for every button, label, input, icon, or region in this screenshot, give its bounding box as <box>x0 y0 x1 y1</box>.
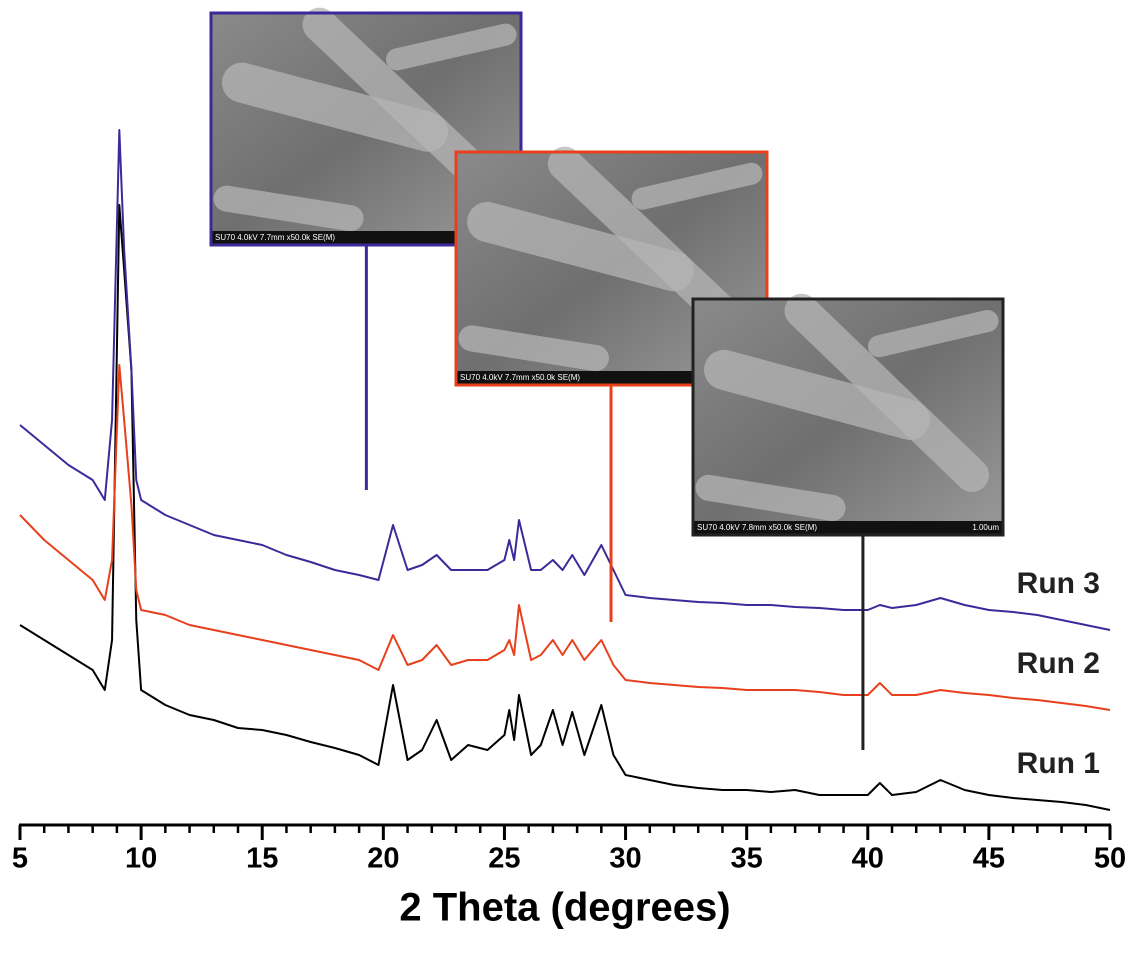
sem-crystal <box>467 201 694 292</box>
series-label: Run 1 <box>1017 747 1100 780</box>
xrd-line <box>19 204 1111 811</box>
sem-crystal <box>784 293 989 492</box>
sem-crystal <box>695 474 846 521</box>
x-tick-label: 10 <box>125 843 157 875</box>
series-label: Run 2 <box>1017 647 1100 680</box>
xrd-line <box>19 364 1111 711</box>
sem-crystal <box>631 162 763 210</box>
sem-caption: SU70 4.0kV 7.7mm x50.0k SE(M) <box>460 373 580 382</box>
sem-crystal <box>222 62 448 152</box>
sem-scale: 1.00um <box>972 523 999 532</box>
sem-frame <box>454 150 769 387</box>
sem-caption: SU70 4.0kV 7.8mm x50.0k SE(M) <box>697 523 817 532</box>
x-tick-label: 20 <box>367 843 399 875</box>
sem-crystal <box>704 349 930 440</box>
x-tick-label: 30 <box>609 843 641 875</box>
x-tick-label: 50 <box>1094 843 1126 875</box>
x-tick-label: 40 <box>852 843 884 875</box>
sem-crystal <box>868 310 999 358</box>
sem-caption-bar <box>211 231 521 245</box>
sem-caption-bar <box>693 521 1003 535</box>
sem-caption-bar <box>456 371 767 385</box>
sem-inset: SU70 4.0kV 7.8mm x50.0k SE(M) 1.00um <box>691 293 1005 537</box>
xrd-line <box>19 129 1111 631</box>
series-label: Run 3 <box>1017 567 1100 600</box>
x-tick-label: 25 <box>488 843 520 875</box>
sem-caption: SU70 4.0kV 7.7mm x50.0k SE(M) <box>215 233 335 242</box>
x-tick-label: 35 <box>731 843 763 875</box>
x-tick-label: 15 <box>246 843 278 875</box>
x-tick-label: 5 <box>12 843 28 875</box>
sem-crystal <box>458 325 609 372</box>
sem-frame <box>209 11 523 247</box>
x-axis-title: 2 Theta (degrees) <box>399 886 730 930</box>
sem-crystal <box>386 23 517 71</box>
x-tick-label: 45 <box>973 843 1005 875</box>
sem-frame <box>691 297 1005 537</box>
sem-crystal <box>213 185 364 232</box>
